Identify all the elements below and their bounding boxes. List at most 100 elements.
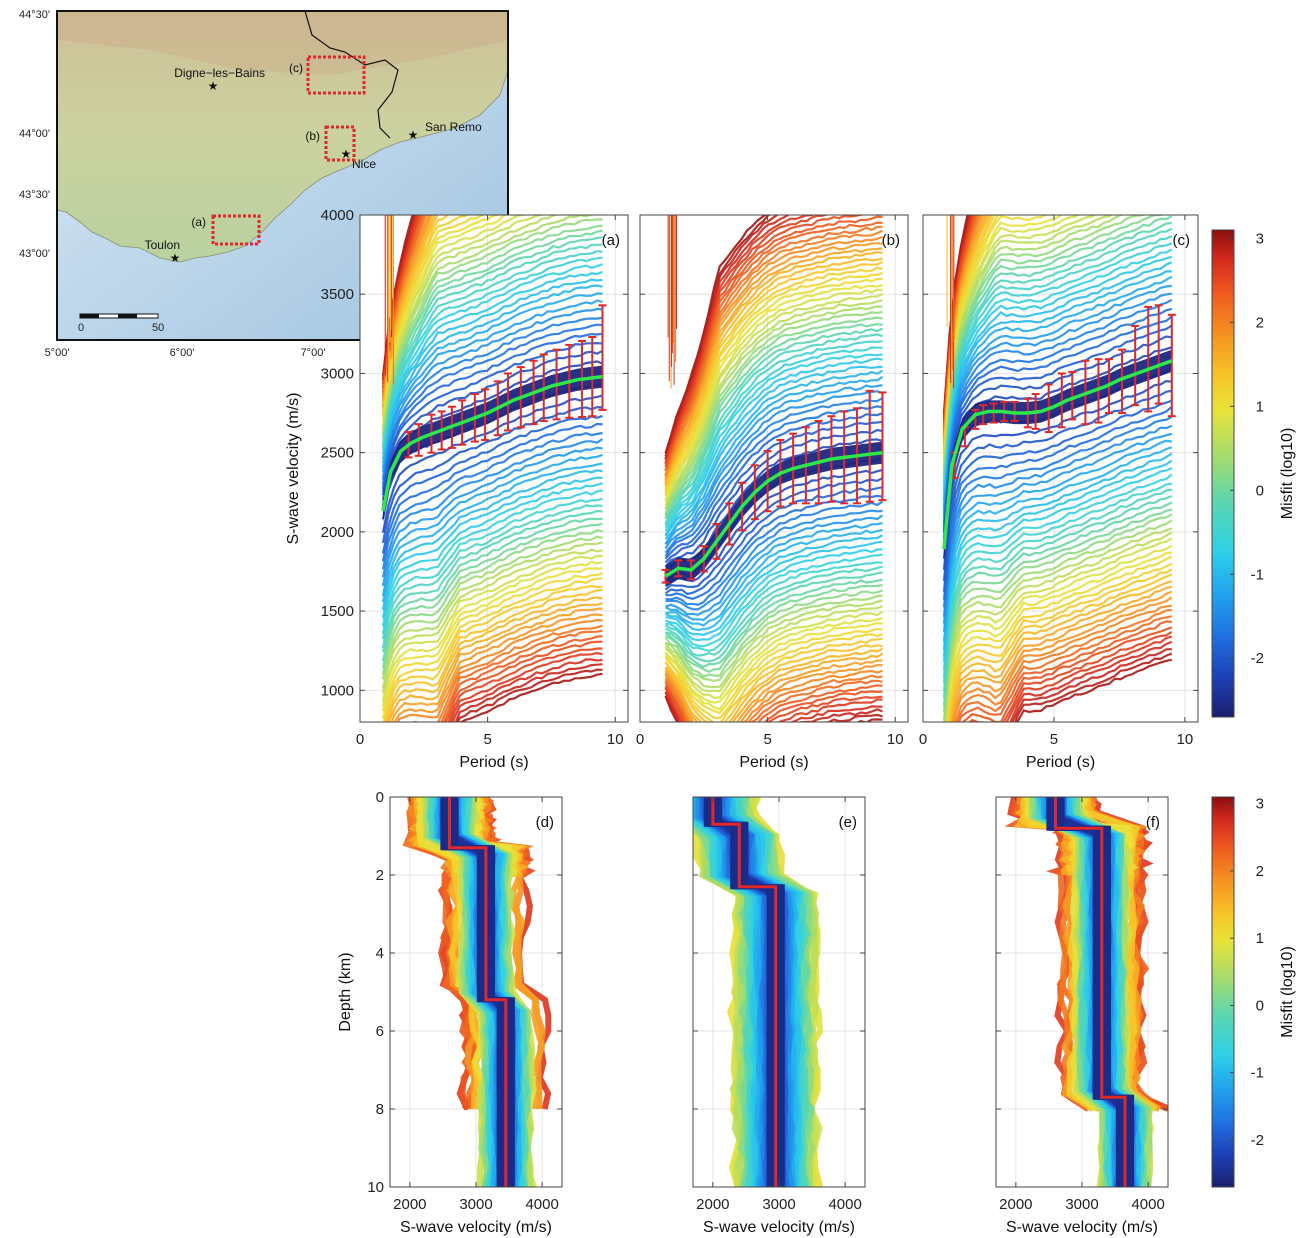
ensemble-curve xyxy=(942,215,984,444)
ensemble-curve xyxy=(945,544,1173,722)
ensemble-curve xyxy=(381,215,500,425)
ensemble-curve xyxy=(664,251,883,486)
ensemble-curve xyxy=(942,482,1172,678)
ensemble-curve xyxy=(664,599,883,689)
ensemble-curve xyxy=(943,531,1173,722)
colorbar-tick-label: 3 xyxy=(1256,230,1264,247)
y-tick-label: 1500 xyxy=(321,603,354,620)
ensemble-curve xyxy=(381,349,604,501)
ensemble-curve xyxy=(381,414,603,554)
ensemble-curve xyxy=(942,221,1172,489)
ensemble-curve xyxy=(942,415,1173,608)
ensemble-curve xyxy=(942,513,1173,713)
ensemble-curve xyxy=(664,644,883,722)
map-frame xyxy=(56,10,509,341)
panel-label: (b) xyxy=(882,232,900,249)
ensemble-curve xyxy=(942,215,1031,460)
ensemble-curve xyxy=(664,215,883,472)
ensemble-curve xyxy=(956,615,1173,722)
ensemble-curve xyxy=(664,305,883,511)
ensemble-curve xyxy=(442,635,603,722)
ensemble-curve xyxy=(952,596,1173,722)
colorbar-gradient xyxy=(1211,229,1235,718)
ensemble-curve xyxy=(382,577,603,722)
map-scale-bar: 0 50 xyxy=(78,313,164,334)
best-fit-band xyxy=(1057,797,1132,1187)
ensemble-curve xyxy=(664,669,883,722)
ensemble-curve xyxy=(381,554,603,702)
city-label: Toulon xyxy=(145,238,180,252)
city-star-icon: ★ xyxy=(341,147,352,161)
best-fit-band xyxy=(1046,797,1121,1187)
ensemble-curve xyxy=(381,215,422,389)
ensemble-curve xyxy=(664,679,883,722)
ensemble-curve xyxy=(664,271,883,495)
plot-area xyxy=(996,797,1168,1187)
ensemble-curve xyxy=(381,560,603,707)
panel-label: (e) xyxy=(839,814,857,831)
map-lat-label: 44°30' xyxy=(19,9,50,21)
ensemble-curve xyxy=(664,637,883,722)
ensemble-curve xyxy=(664,365,883,537)
ensemble-curve xyxy=(942,315,1173,530)
colorbar-tick-label: 0 xyxy=(1256,482,1264,499)
y-tick-label: 3000 xyxy=(321,365,354,382)
colorbar-tick-label: 2 xyxy=(1256,314,1264,331)
best-fit-band xyxy=(1049,797,1124,1187)
ensemble-curve xyxy=(942,242,1173,496)
ensemble-curve xyxy=(942,215,991,451)
best-fit-band xyxy=(717,797,785,1187)
location-map: 44°30' 44°00' 43°30' 43°00' 5°00' 6°00' 7°00'… xyxy=(19,9,509,359)
ensemble-curve xyxy=(942,275,1173,511)
ensemble-curve xyxy=(664,691,883,722)
ensemble-curve xyxy=(961,626,1173,722)
ensemble-curve xyxy=(942,488,1173,684)
map-lon-label: 7°00' xyxy=(301,347,326,359)
ensemble-curve xyxy=(381,323,603,489)
colorbar: 3 2 1 0 -1 -2 Misfit (log10) xyxy=(1211,796,1296,1188)
ensemble-curve xyxy=(664,685,883,722)
colorbar-tick-label: 1 xyxy=(1256,930,1264,947)
study-area-label: (a) xyxy=(191,215,206,229)
ensemble-curve xyxy=(664,621,883,711)
best-fit-dispersion-curve xyxy=(664,450,883,578)
ensemble-curve xyxy=(664,627,883,715)
ensemble-curve xyxy=(665,571,883,663)
ensemble-curve xyxy=(942,248,1173,500)
plot-area xyxy=(360,215,628,722)
ensemble-curve xyxy=(942,379,1172,570)
ensemble-curve xyxy=(381,482,603,627)
x-tick-label: 5 xyxy=(483,731,491,748)
ensemble-curve xyxy=(664,283,883,501)
ensemble-curve xyxy=(381,517,603,662)
ensemble-curve xyxy=(393,613,603,722)
ensemble-curve xyxy=(381,256,603,459)
ensemble-curve xyxy=(664,215,780,460)
panel-e: 2000 3000 4000 S-wave velocity (m/s) (e) xyxy=(692,796,866,1236)
ensemble-curve xyxy=(664,346,883,529)
ensemble-curve xyxy=(664,610,884,700)
x-tick-label: 5 xyxy=(1050,731,1058,748)
ensemble-curve xyxy=(381,215,427,396)
best-fit-band xyxy=(383,365,603,523)
ensemble-curve xyxy=(381,278,603,467)
ensemble-curve xyxy=(664,687,883,722)
ensemble-curve xyxy=(948,580,1173,722)
panel-label: (d) xyxy=(536,814,554,831)
ensemble-curve xyxy=(456,668,603,722)
ensemble-curve xyxy=(390,607,603,722)
ensemble-curve xyxy=(381,215,509,428)
x-axis-label: Period (s) xyxy=(1026,754,1095,771)
ensemble-curve xyxy=(664,477,884,591)
ensemble-curve xyxy=(943,527,1173,722)
ensemble-curve xyxy=(664,242,883,482)
ensemble-curve xyxy=(385,588,603,722)
ensemble-curve xyxy=(942,215,1173,483)
panel-d: 2000 3000 4000 0 2 4 6 8 10 S-wave velocity (m/s)… xyxy=(337,789,563,1236)
x-tick-label: 4000 xyxy=(525,1196,558,1213)
ensemble-curve xyxy=(942,459,1173,657)
panel-label: (c) xyxy=(1173,232,1191,249)
colorbar-tick-label: 2 xyxy=(1256,863,1264,880)
y-tick-label: 2500 xyxy=(321,445,354,462)
ensemble-curve xyxy=(967,630,1173,722)
